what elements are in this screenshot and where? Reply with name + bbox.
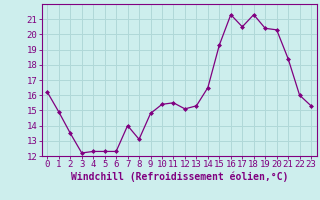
X-axis label: Windchill (Refroidissement éolien,°C): Windchill (Refroidissement éolien,°C) [70, 172, 288, 182]
